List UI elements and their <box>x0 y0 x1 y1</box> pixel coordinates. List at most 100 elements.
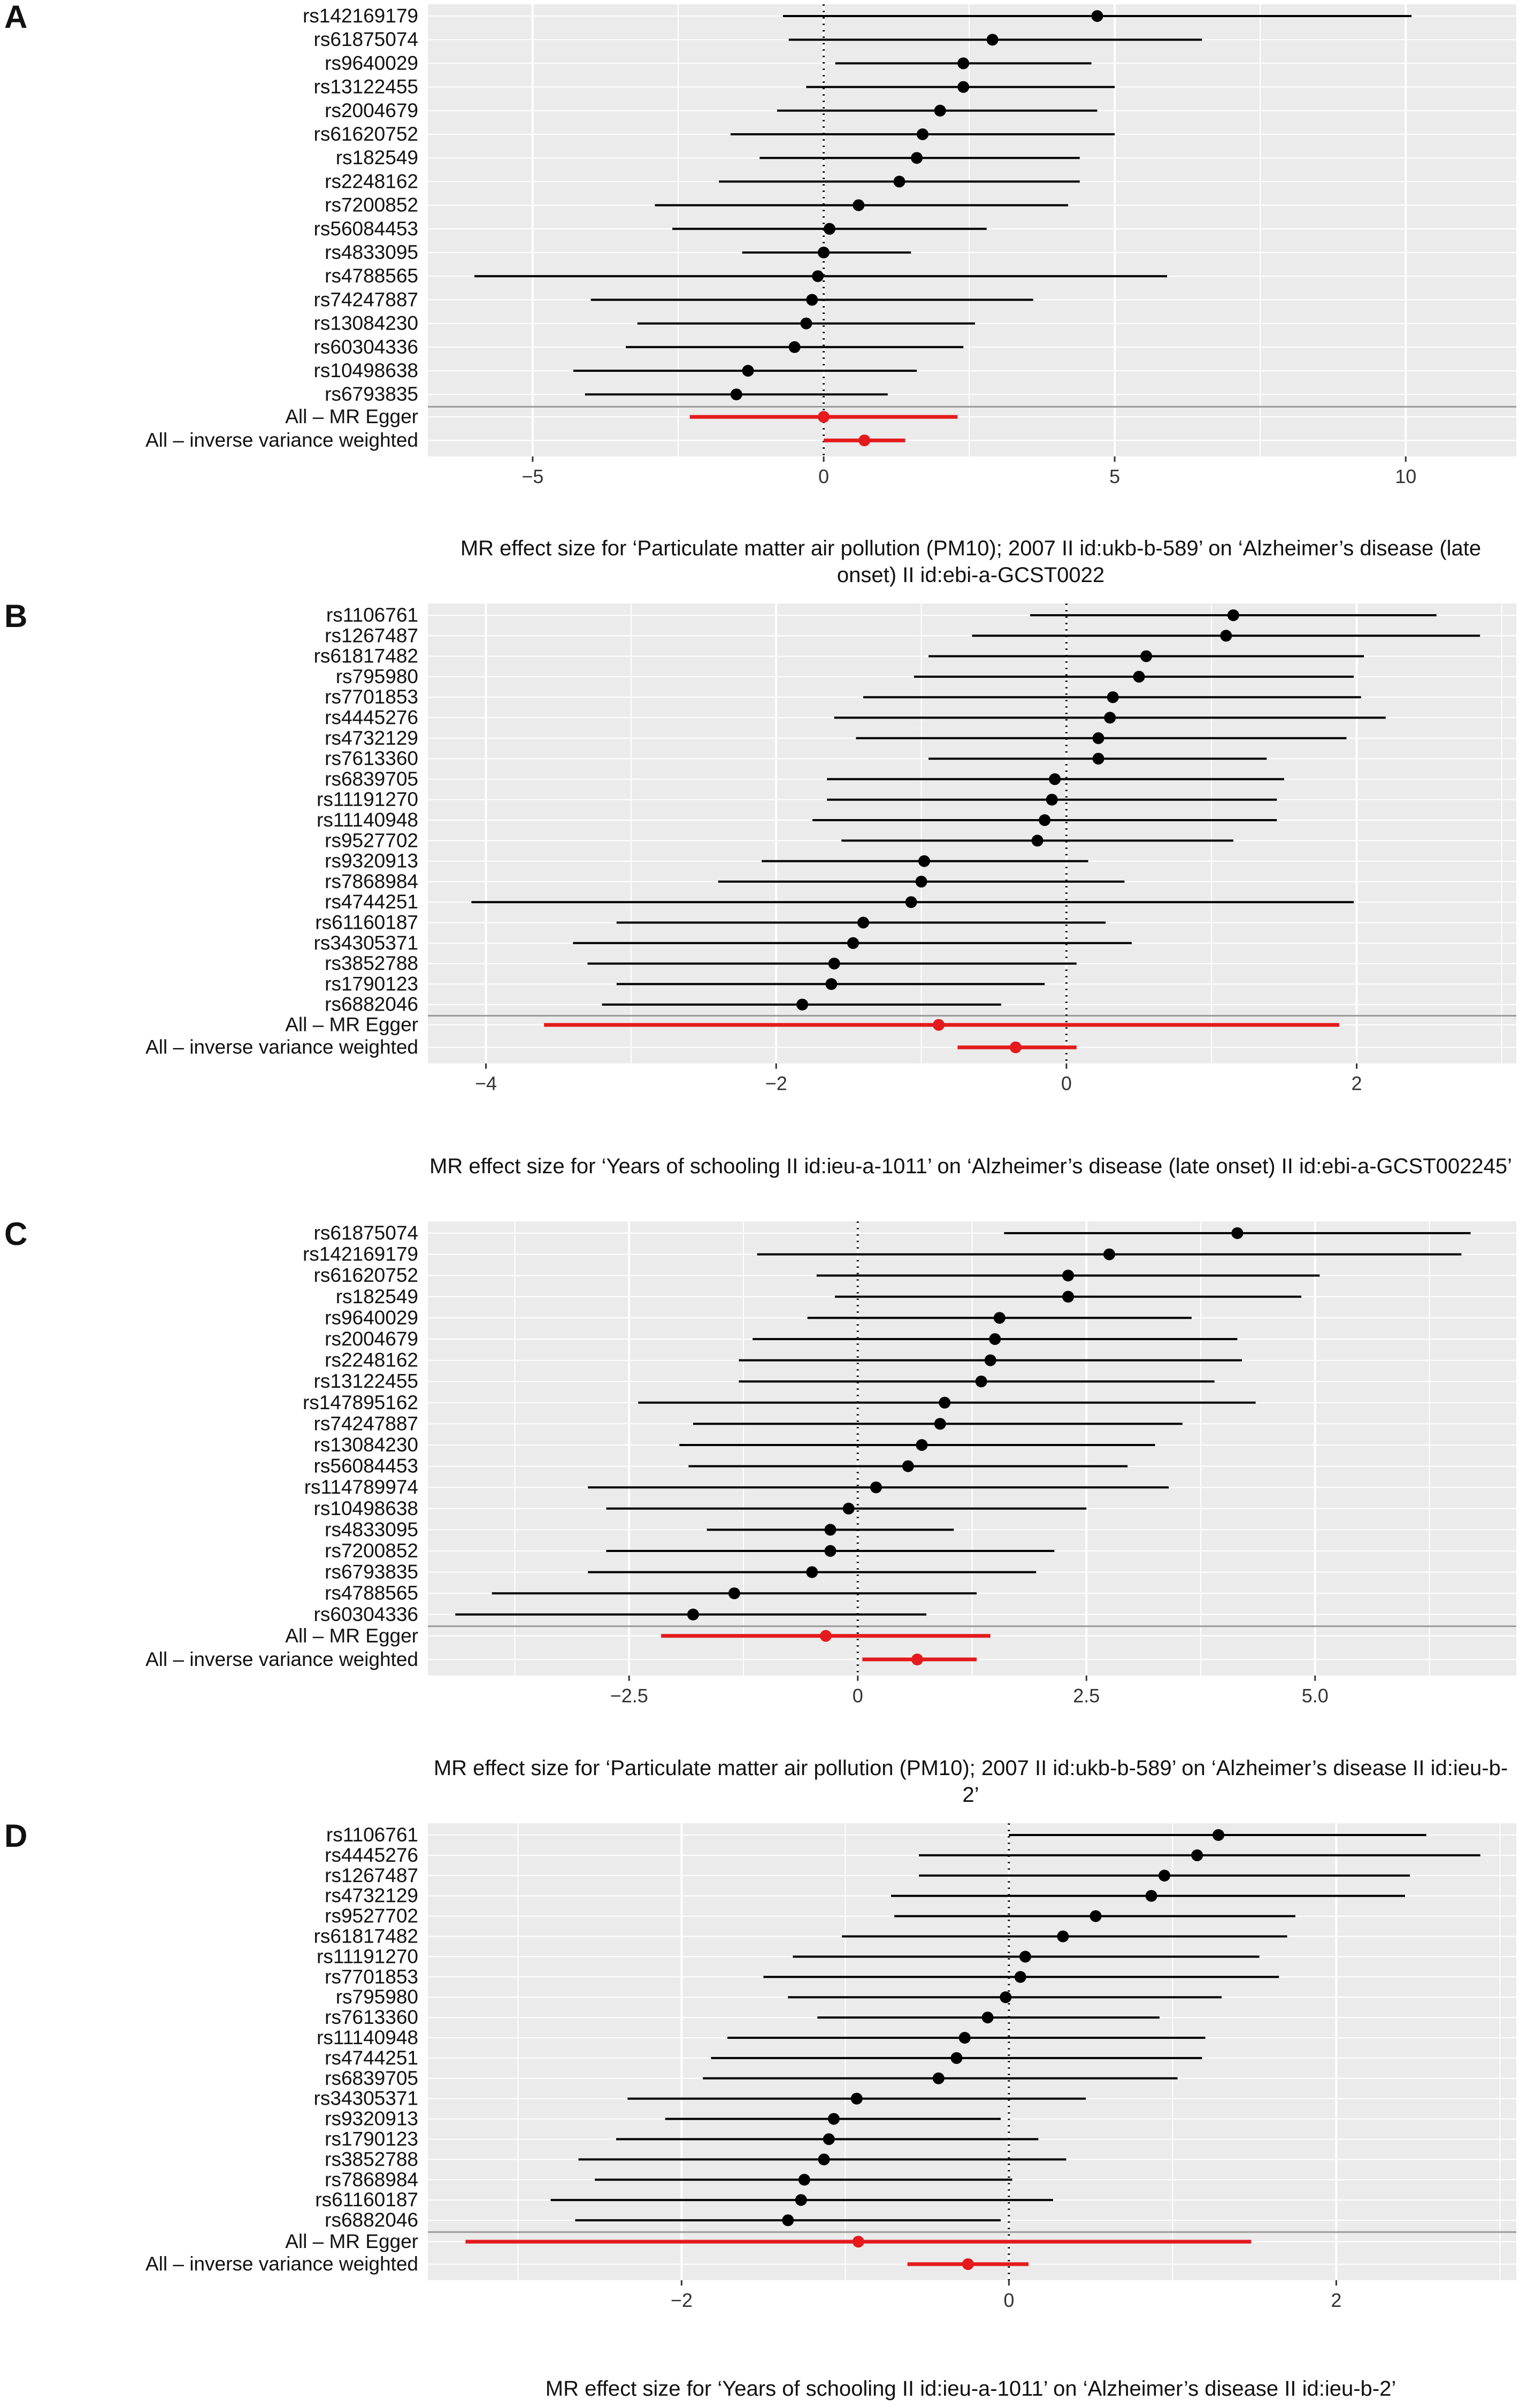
snp-label: rs34305371 <box>314 932 418 954</box>
snp-label: rs4833095 <box>325 1518 418 1540</box>
snp-label: rs11140948 <box>317 2027 418 2048</box>
snp-point-estimate <box>1092 732 1104 744</box>
snp-point-estimate <box>796 998 809 1011</box>
summary-point-estimate <box>819 1630 832 1642</box>
snp-label: rs6793835 <box>325 1561 418 1583</box>
snp-point-estimate <box>984 1354 996 1366</box>
forest-plot-b: rs1106761rs1267487rs61817482rs795980rs77… <box>145 603 1516 1095</box>
snp-point-estimate <box>850 2092 863 2105</box>
forest-plot-c: rs61875074rs142169179rs61620752rs182549r… <box>145 1221 1516 1707</box>
snp-point-estimate <box>823 223 835 235</box>
snp-label: rs13084230 <box>314 312 418 334</box>
snp-point-estimate <box>687 1608 699 1620</box>
snp-point-estimate <box>911 152 923 164</box>
snp-label: rs13122455 <box>314 76 418 98</box>
x-tick-label: 2.5 <box>1073 1685 1100 1707</box>
snp-label: rs7868984 <box>325 870 418 892</box>
snp-label: rs61620752 <box>314 123 418 145</box>
snp-point-estimate <box>825 978 838 990</box>
snp-label: rs7701853 <box>325 686 418 708</box>
snp-label: rs4788565 <box>325 1582 418 1604</box>
summary-label: All – MR Egger <box>285 1625 418 1647</box>
snp-point-estimate <box>842 1502 855 1515</box>
snp-label: rs7613360 <box>325 747 418 769</box>
snp-label: rs74247887 <box>314 288 418 310</box>
forest-plot-a: rs142169179rs61875074rs9640029rs13122455… <box>145 4 1516 487</box>
snp-label: rs7701853 <box>325 1966 418 1987</box>
x-tick-label: 2 <box>1331 2289 1341 2311</box>
snp-point-estimate <box>1227 609 1239 621</box>
snp-label: rs795980 <box>336 1986 418 2008</box>
snp-label: rs6839705 <box>325 768 418 790</box>
panel-letter-b: B <box>4 598 28 634</box>
snp-point-estimate <box>905 896 917 908</box>
snp-point-estimate <box>818 2153 830 2166</box>
x-tick-label: −2 <box>671 2289 693 2311</box>
snp-label: rs74247887 <box>314 1412 418 1434</box>
snp-label: rs11191270 <box>317 1945 418 1967</box>
snp-point-estimate <box>1039 814 1051 826</box>
summary-point-estimate <box>933 1019 945 1031</box>
snp-point-estimate <box>806 1566 818 1578</box>
summary-label: All – inverse variance weighted <box>145 1036 418 1058</box>
snp-label: rs142169179 <box>303 1243 418 1265</box>
snp-point-estimate <box>870 1481 882 1494</box>
snp-label: rs61875074 <box>314 1222 418 1244</box>
snp-point-estimate <box>917 128 929 140</box>
snp-label: rs9527702 <box>325 829 418 851</box>
snp-label: rs3852788 <box>325 2148 418 2170</box>
x-tick-label: −2 <box>765 1073 787 1095</box>
snp-point-estimate <box>934 104 946 117</box>
snp-point-estimate <box>818 247 830 258</box>
snp-label: rs11191270 <box>317 789 418 811</box>
snp-point-estimate <box>795 2194 807 2206</box>
snp-label: rs2248162 <box>325 170 418 192</box>
snp-label: rs10498638 <box>314 360 418 381</box>
summary-point-estimate <box>858 434 871 447</box>
snp-label: rs9640029 <box>325 52 418 74</box>
summary-point-estimate <box>818 411 830 423</box>
snp-point-estimate <box>798 2174 810 2186</box>
snp-label: rs61160187 <box>315 912 418 934</box>
snp-label: rs61160187 <box>315 2189 418 2211</box>
summary-point-estimate <box>1009 1041 1022 1053</box>
snp-point-estimate <box>847 937 860 949</box>
snp-point-estimate <box>932 2072 945 2084</box>
x-axis-label-a: MR effect size for ‘Particulate matter a… <box>460 537 1482 587</box>
snp-point-estimate <box>1057 1930 1069 1943</box>
snp-point-estimate <box>1103 1248 1116 1260</box>
snp-point-estimate <box>857 916 869 929</box>
snp-point-estimate <box>827 2113 840 2125</box>
x-tick-label: 5.0 <box>1302 1685 1329 1707</box>
snp-label: rs34305371 <box>314 2088 418 2109</box>
snp-point-estimate <box>934 1418 946 1430</box>
summary-label: All – MR Egger <box>285 406 418 427</box>
snp-point-estimate <box>957 81 970 93</box>
snp-point-estimate <box>950 2052 963 2064</box>
snp-point-estimate <box>730 388 742 401</box>
plot-background <box>428 4 1516 457</box>
snp-point-estimate <box>981 2012 994 2024</box>
snp-point-estimate <box>728 1587 740 1600</box>
snp-label: rs114789974 <box>304 1476 418 1498</box>
snp-label: rs7613360 <box>325 2006 418 2028</box>
summary-point-estimate <box>911 1653 923 1665</box>
snp-point-estimate <box>1049 773 1061 785</box>
snp-point-estimate <box>915 875 927 888</box>
snp-label: rs11140948 <box>317 809 418 831</box>
snp-point-estimate <box>1046 793 1058 806</box>
snp-label: rs6882046 <box>325 2209 418 2231</box>
snp-label: rs9527702 <box>325 1905 418 1927</box>
snp-label: rs2248162 <box>325 1349 418 1371</box>
snp-label: rs4445276 <box>325 1844 418 1866</box>
snp-label: rs1106761 <box>326 1824 418 1846</box>
panel-letter-c: C <box>4 1216 28 1252</box>
snp-point-estimate <box>1031 835 1043 847</box>
snp-point-estimate <box>800 317 812 330</box>
snp-label: rs1267487 <box>325 1864 418 1886</box>
snp-point-estimate <box>853 199 865 211</box>
plot-background <box>428 603 1516 1064</box>
snp-label: rs4445276 <box>325 707 418 729</box>
snp-point-estimate <box>957 57 970 70</box>
x-tick-label: 10 <box>1395 465 1416 487</box>
